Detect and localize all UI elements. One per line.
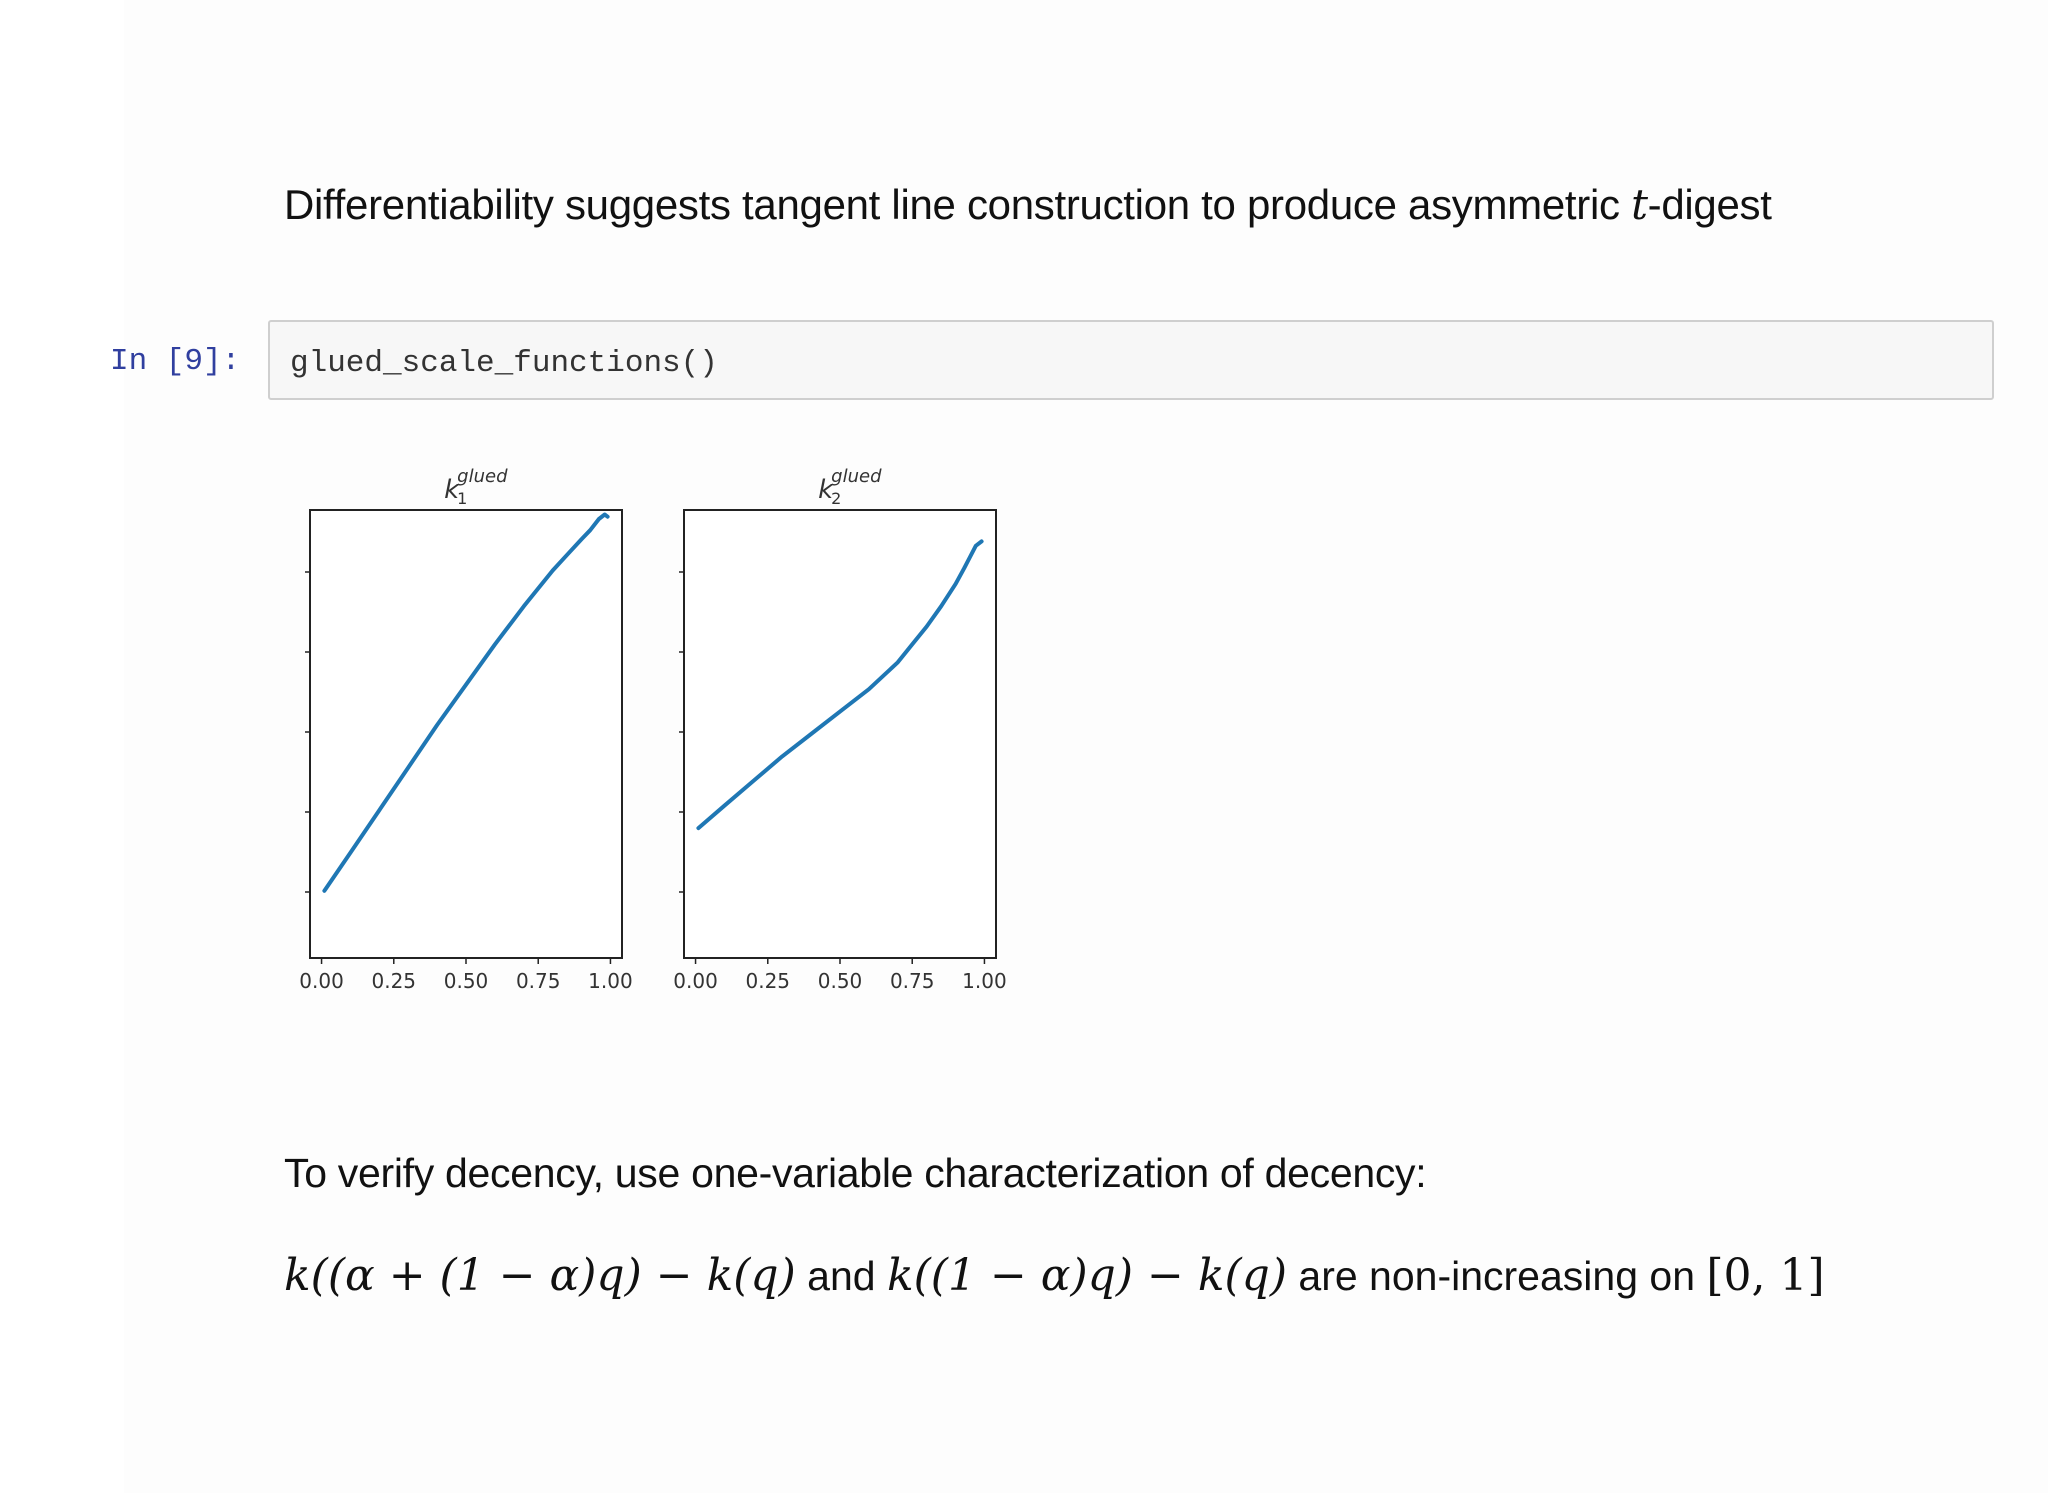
heading-suffix: -digest [1647,181,1772,228]
math-and: and [795,1253,887,1299]
plot-1-x-tick-label: 0.00 [299,969,344,993]
plot-2-title-base: k [818,475,834,505]
heading-prefix: Differentiability suggests tangent line … [284,181,1632,228]
plot-1-frame [309,509,623,959]
plot-2-series-line [696,539,984,831]
plot-1-title-subscript: 1 [457,489,467,508]
plot-1-x-tick-label: 0.50 [444,969,489,993]
plot-2-x-tick-label: 0.00 [673,969,718,993]
plot-1-title-base: k [444,475,460,505]
math-expression-2: k((1 − α)q) − k(q) [886,1250,1288,1301]
code-text[interactable]: glued_scale_functions() [290,346,718,381]
markdown-paragraph: To verify decency, use one-variable char… [284,1150,1427,1196]
code-cell-input[interactable]: glued_scale_functions() [268,320,1994,400]
plot-2-title-superscript: glued [831,466,882,487]
math-expression-1: k((α + (1 − α)q) − k(q) [284,1250,796,1301]
math-interval: [0, 1] [1706,1250,1825,1301]
heading-variable: t [1631,180,1648,229]
plot-2-frame [683,509,997,959]
math-statement: k((α + (1 − α)q) − k(q) and k((1 − α)q) … [284,1250,1825,1301]
plot-2-x-tick-label: 0.50 [818,969,863,993]
plot-1-x-tick-label: 0.75 [516,969,561,993]
markdown-heading: Differentiability suggests tangent line … [284,180,1772,229]
plot-1-title-superscript: glued [457,466,508,487]
plot-output: 0.00 0.25 0.50 0.75 1.00 k 1 glued 0.00 0.25 0.50 0… [280,450,1040,1010]
plot-1-x-tick-label: 0.25 [372,969,417,993]
math-middle: are non-increasing on [1287,1253,1707,1299]
plot-2-x-tick-label: 0.25 [746,969,791,993]
plot-1-series-line [322,512,610,893]
plot-2-title-subscript: 2 [831,489,841,508]
plot-2-x-tick-label: 0.75 [890,969,935,993]
input-prompt: In [9]: [110,344,241,379]
plot-2-x-tick-label: 1.00 [962,969,1007,993]
plot-1-x-tick-label: 1.00 [588,969,633,993]
